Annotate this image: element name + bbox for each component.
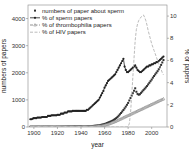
x-tick — [104, 127, 105, 129]
data-point — [123, 65, 125, 67]
plot-area — [29, 15, 165, 127]
data-point — [134, 64, 136, 66]
x-tick-label: 1980 — [121, 130, 135, 136]
chart: 1900 1920 1940 1960 1980 2000 0 1000 2000 3000 400… — [0, 0, 189, 150]
data-point — [116, 69, 118, 71]
data-point — [134, 87, 136, 89]
data-point — [106, 82, 108, 84]
data-point — [98, 99, 100, 101]
series-line — [30, 99, 163, 127]
x-tick — [57, 127, 58, 129]
data-point — [162, 97, 165, 99]
y2-tick-label: 2 — [170, 102, 174, 108]
y2-axis-label: % of papers — [183, 49, 189, 84]
data-point — [114, 73, 116, 75]
data-point — [118, 67, 120, 69]
legend-marker — [34, 17, 36, 19]
y2-tick — [167, 38, 169, 39]
data-point — [119, 64, 121, 66]
y2-tick — [167, 82, 169, 83]
data-point — [158, 68, 160, 70]
legend-label: % of thrombophilia papers — [42, 22, 112, 28]
y2-tick — [167, 104, 169, 105]
data-point — [133, 90, 135, 92]
series — [29, 59, 164, 127]
y2-tick — [167, 60, 169, 61]
data-point — [162, 59, 164, 61]
y2-tick-label: 0 — [170, 124, 174, 130]
y2-tick-label: 8 — [170, 35, 174, 41]
y2-tick — [167, 127, 169, 128]
series — [29, 55, 164, 120]
data-point — [126, 104, 128, 106]
y-tick-label: 2000 — [12, 70, 26, 76]
data-point — [99, 97, 101, 99]
data-point — [102, 90, 104, 92]
data-point — [128, 99, 130, 101]
x-tick — [151, 127, 152, 129]
x-tick-label: 2000 — [145, 130, 159, 136]
data-point — [115, 71, 117, 73]
plot-frame — [28, 5, 167, 127]
y-tick — [26, 72, 28, 73]
data-point — [160, 64, 162, 66]
data-point — [105, 84, 107, 86]
series-line — [30, 57, 163, 120]
y-tick-label: 4000 — [12, 16, 26, 22]
data-point — [161, 61, 163, 63]
data-point — [122, 58, 124, 60]
x-tick — [33, 127, 34, 129]
legend: numbers of paper about sperm% of sperm p… — [30, 8, 124, 36]
data-point — [151, 79, 153, 81]
data-point — [124, 107, 126, 109]
legend-line — [30, 17, 40, 18]
y2-tick-label: 10 — [170, 13, 177, 19]
data-point — [125, 69, 127, 71]
legend-line — [30, 25, 40, 26]
data-point — [121, 60, 123, 62]
y-tick — [26, 99, 28, 100]
y-tick — [26, 18, 28, 19]
data-point — [120, 62, 122, 64]
series-line — [30, 15, 163, 127]
y2-tick-label: 6 — [170, 57, 174, 63]
data-point — [157, 70, 159, 72]
legend-marker — [34, 24, 37, 26]
y-tick-label: 3000 — [12, 43, 26, 49]
y2-tick-label: 4 — [170, 80, 174, 86]
series — [29, 97, 165, 127]
legend-label: % of sperm papers — [42, 15, 92, 21]
x-tick — [128, 127, 129, 129]
y-tick — [26, 45, 28, 46]
x-tick-label: 1960 — [98, 130, 112, 136]
x-tick-label: 1940 — [74, 130, 88, 136]
y-axis-label: numbers of papers — [0, 38, 8, 93]
y-tick-label: 1000 — [12, 97, 26, 103]
x-tick — [81, 127, 82, 129]
legend-line — [30, 32, 40, 33]
data-point — [135, 67, 137, 69]
data-point — [127, 102, 129, 104]
legend-marker — [34, 10, 36, 12]
x-tick-label: 1900 — [27, 130, 41, 136]
data-point — [162, 55, 164, 57]
y-tick-label: 0 — [22, 124, 26, 130]
data-point — [101, 92, 103, 94]
data-point — [125, 106, 127, 108]
y2-tick — [167, 16, 169, 17]
data-point — [100, 94, 102, 96]
x-tick-label: 1920 — [51, 130, 65, 136]
data-point — [135, 91, 137, 93]
legend-label: numbers of paper about sperm — [42, 8, 124, 14]
series — [30, 15, 163, 127]
y-tick — [26, 127, 28, 128]
x-axis-label: year — [91, 141, 104, 149]
legend-label: % of HIV papers — [42, 29, 86, 35]
data-point — [103, 87, 105, 89]
